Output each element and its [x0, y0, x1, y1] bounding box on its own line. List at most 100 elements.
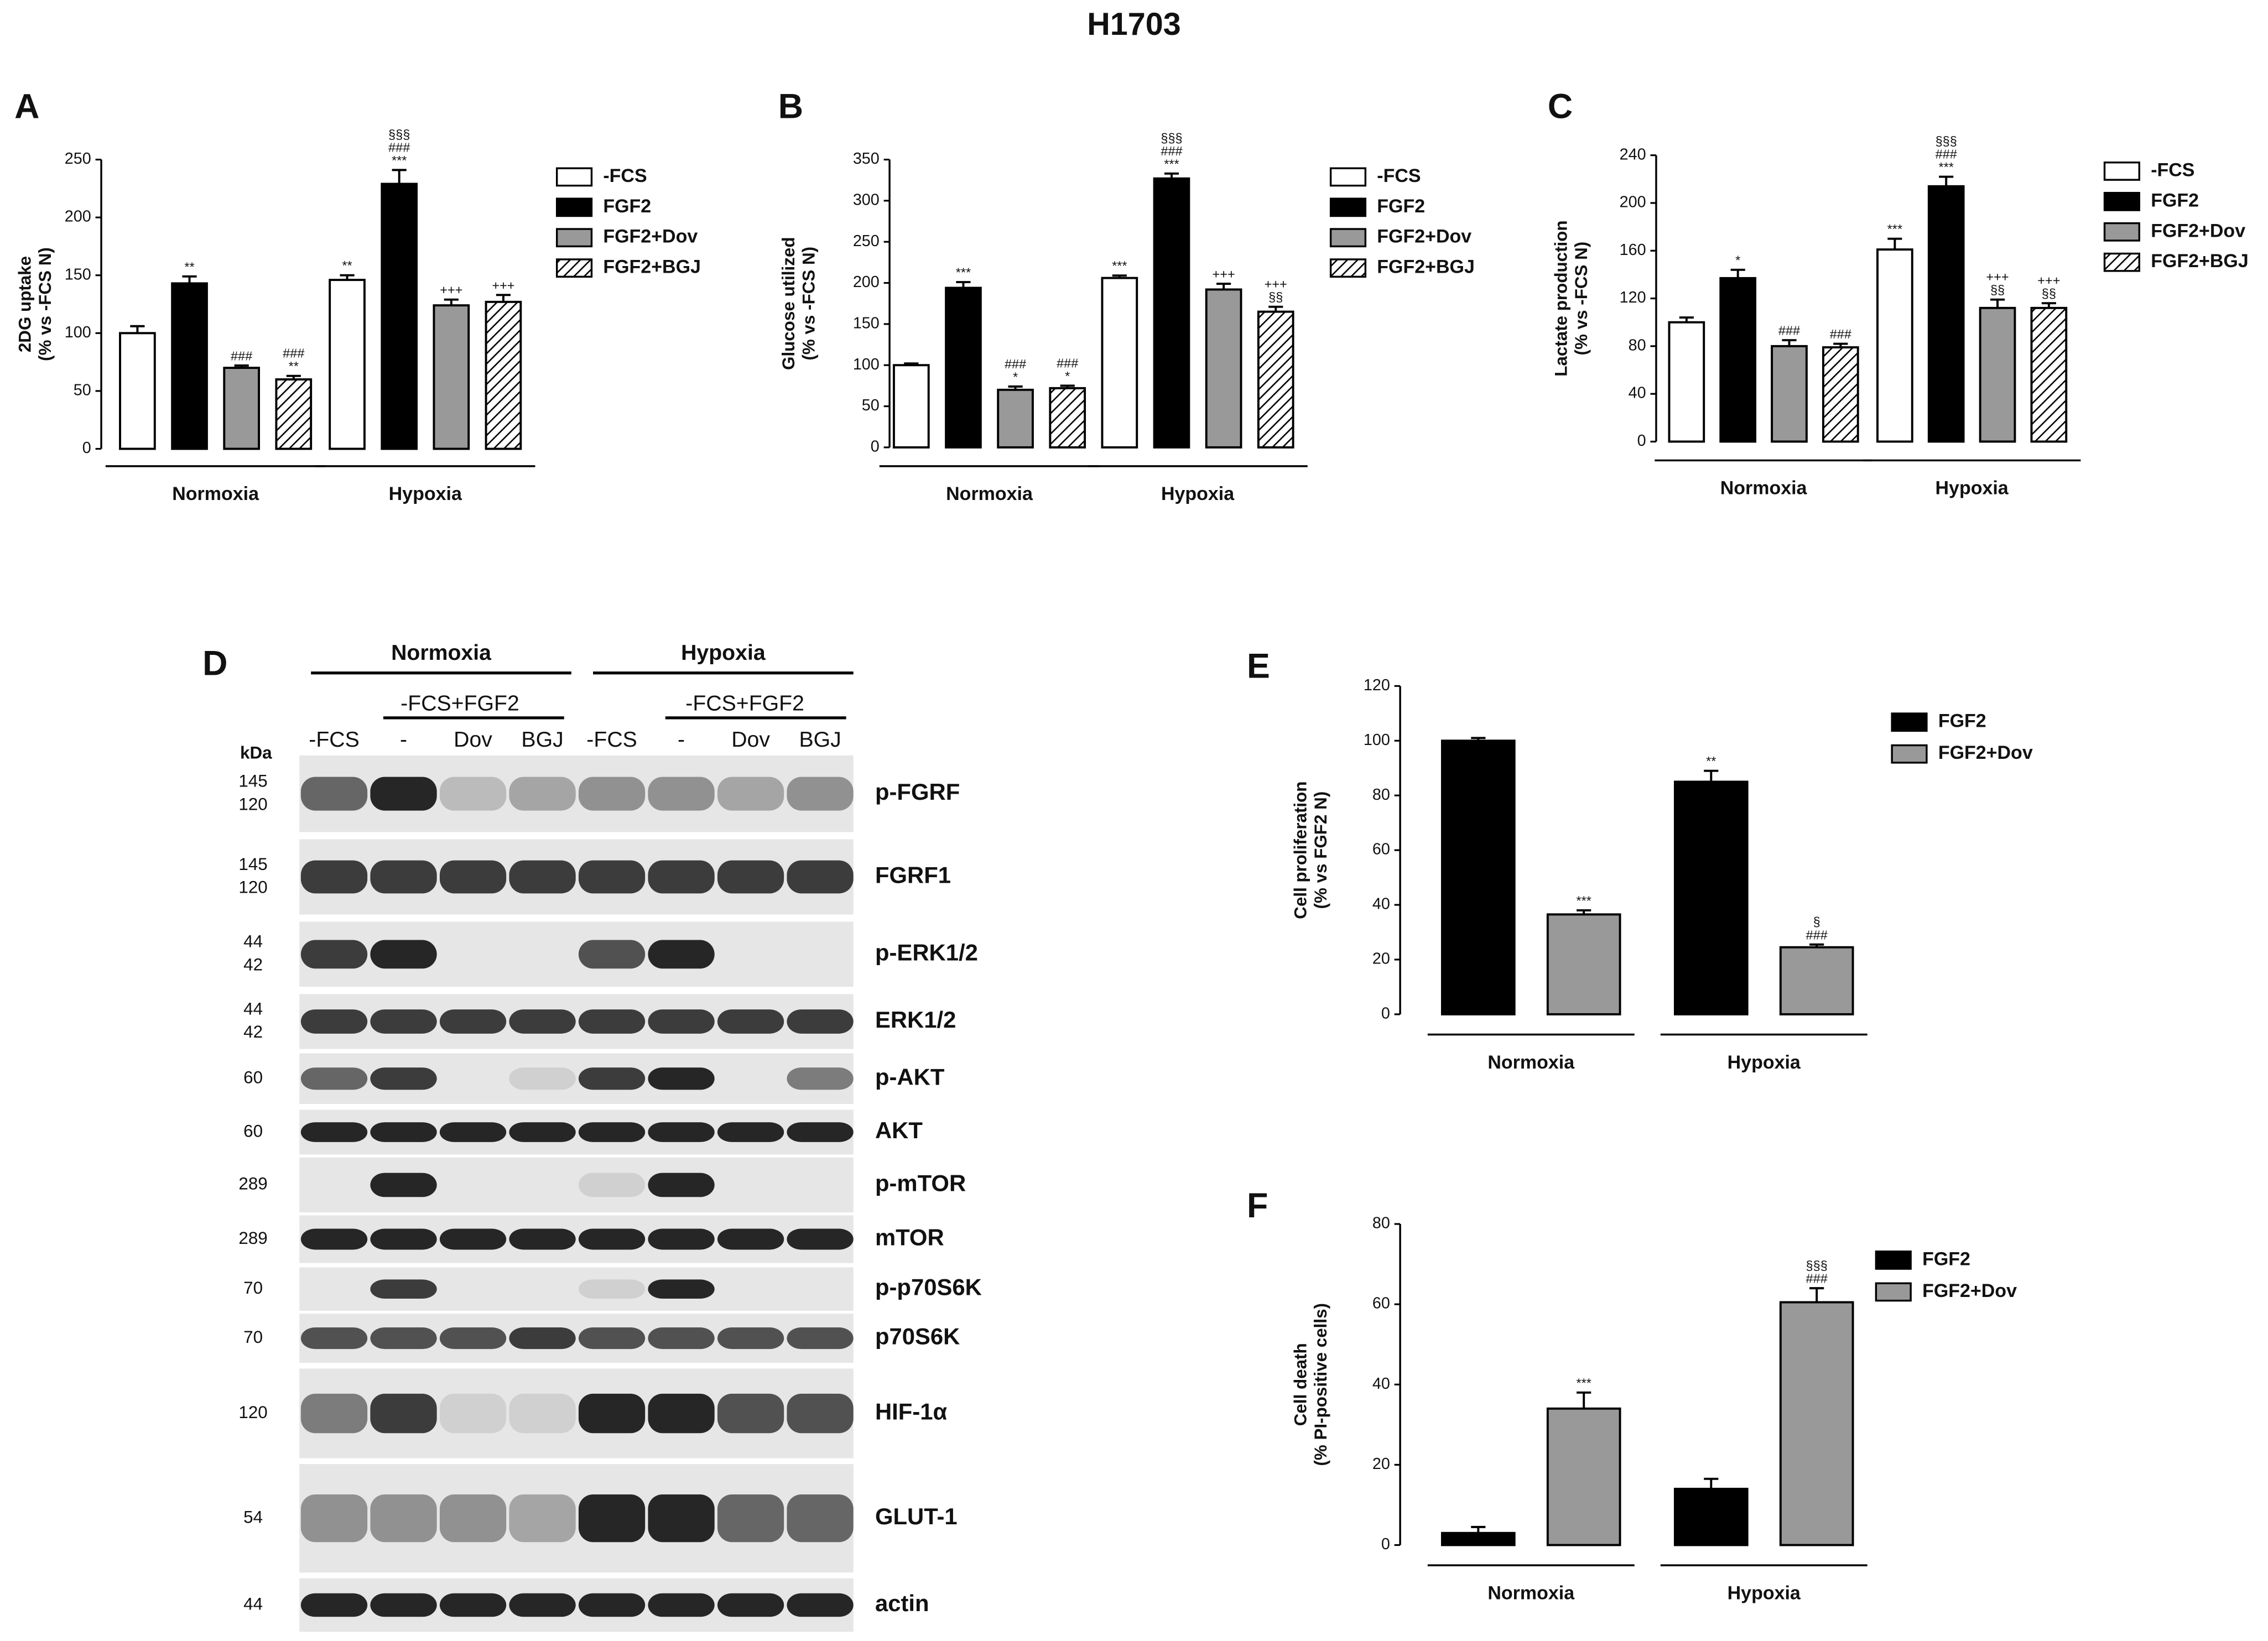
error-bar: [444, 298, 459, 306]
y-tick-label: 80: [1372, 1215, 1390, 1232]
lane-label: BGJ: [799, 727, 841, 752]
blot-band: [300, 1067, 368, 1090]
y-tick-label: 200: [65, 208, 91, 226]
blot-band: [787, 1593, 854, 1617]
blot-band: [578, 777, 646, 811]
lane-label: Dov: [454, 727, 492, 752]
blot-band: [370, 1494, 437, 1543]
y-axis-label: (% vs -FCS N): [799, 247, 819, 361]
blot-band: [648, 1593, 715, 1617]
y-axis-label: Cell death: [1291, 1343, 1310, 1426]
error-bar: [1809, 1287, 1824, 1303]
y-tick-label: 160: [1620, 241, 1646, 259]
legend-swatch: [555, 228, 593, 248]
bar: [1668, 321, 1705, 443]
bar: [171, 282, 208, 450]
y-tick-label: 100: [853, 356, 880, 373]
blot-band: [370, 1279, 437, 1299]
blot-band: [300, 777, 368, 811]
blot-band: [578, 860, 646, 894]
legend-swatch: [555, 258, 593, 278]
y-tick-label: 0: [1381, 1535, 1390, 1553]
blot-band: [648, 940, 715, 969]
panel-label: E: [1247, 647, 1270, 686]
blot-band: [648, 1494, 715, 1543]
y-axis-label: Lactate production: [1551, 220, 1570, 376]
y-tick-label: 300: [853, 191, 880, 209]
error-bar: [1008, 385, 1023, 390]
error-bar: [234, 364, 249, 368]
protein-label: GLUT-1: [875, 1503, 958, 1529]
blot-band: [509, 1593, 576, 1617]
blot-band: [717, 1228, 784, 1250]
significance-label: ***: [1887, 222, 1902, 236]
y-axis-label: Glucose utilized: [779, 237, 798, 369]
error-bar: [1939, 175, 1954, 186]
protein-label: p-p70S6K: [875, 1274, 982, 1300]
lane-label: -FCS: [586, 727, 637, 752]
group-label: Hypoxia: [681, 640, 766, 665]
significance-label: ###: [388, 140, 410, 154]
legend-swatch: [2103, 252, 2140, 272]
blot-band: [370, 1173, 437, 1197]
legend-swatch: [1891, 712, 1928, 732]
legend-label: -FCS: [603, 165, 647, 186]
y-axis-label: (% PI-positive cells): [1311, 1303, 1330, 1466]
significance-label: ***: [1576, 1376, 1591, 1390]
blot-band: [509, 1494, 576, 1543]
blot-band: [717, 1122, 784, 1142]
y-tick-label: 240: [1620, 145, 1646, 163]
y-tick-label: 40: [1372, 1375, 1390, 1393]
kda-value: 145: [238, 771, 267, 790]
significance-label: §§§: [388, 127, 410, 142]
blot-band: [439, 860, 507, 894]
significance-label: **: [184, 259, 194, 274]
significance-label: +++: [440, 283, 462, 297]
blot-band: [578, 1393, 646, 1434]
blot-band: [648, 1067, 715, 1090]
error-bar: [1990, 298, 2005, 308]
legend-swatch: [555, 167, 593, 187]
protein-label: AKT: [875, 1117, 923, 1143]
significance-label: ***: [956, 265, 971, 280]
lane-label: -: [678, 727, 685, 752]
subgroup-label: -FCS+FGF2: [685, 691, 804, 716]
blot-band: [578, 940, 646, 969]
protein-label: FGRF1: [875, 862, 951, 888]
significance-label: ###: [1057, 356, 1078, 370]
significance-label: **: [289, 359, 299, 373]
bar: [997, 388, 1034, 449]
kda-value: 42: [243, 1022, 263, 1041]
legend-swatch: [2103, 162, 2140, 181]
bar: [1927, 185, 1965, 443]
y-axis-label: (% vs FGF2 N): [1311, 791, 1330, 909]
significance-label: ***: [392, 153, 407, 168]
group-label: Normoxia: [391, 640, 492, 665]
protein-label: p-mTOR: [875, 1170, 966, 1196]
significance-label: §§§: [1936, 134, 1957, 148]
bar: [2030, 306, 2068, 443]
blot-band: [787, 1393, 854, 1434]
x-category-label: Normoxia: [1487, 1052, 1575, 1073]
kda-value: 60: [243, 1121, 263, 1140]
blot-band: [370, 860, 437, 894]
legend-label: FGF2+Dov: [1922, 1280, 2017, 1301]
error-bar: [1782, 339, 1797, 346]
error-bar: [496, 294, 511, 302]
bar: [433, 304, 470, 450]
y-axis-label: (% vs -FCS N): [35, 247, 55, 361]
protein-label: HIF-1α: [875, 1399, 948, 1425]
bar: [892, 364, 930, 449]
error-bar: [1887, 237, 1902, 250]
significance-label: §§: [1990, 283, 2005, 297]
bar: [1440, 1531, 1516, 1546]
legend-swatch: [1329, 197, 1367, 217]
y-tick-label: 50: [862, 397, 880, 414]
kda-value: 44: [243, 932, 263, 951]
kda-value: 120: [238, 794, 267, 814]
significance-label: ###: [283, 346, 304, 361]
significance-label: +++: [492, 278, 514, 293]
error-bar: [904, 362, 919, 366]
legend-swatch: [1891, 744, 1928, 764]
legend-label: FGF2: [1922, 1248, 1970, 1269]
